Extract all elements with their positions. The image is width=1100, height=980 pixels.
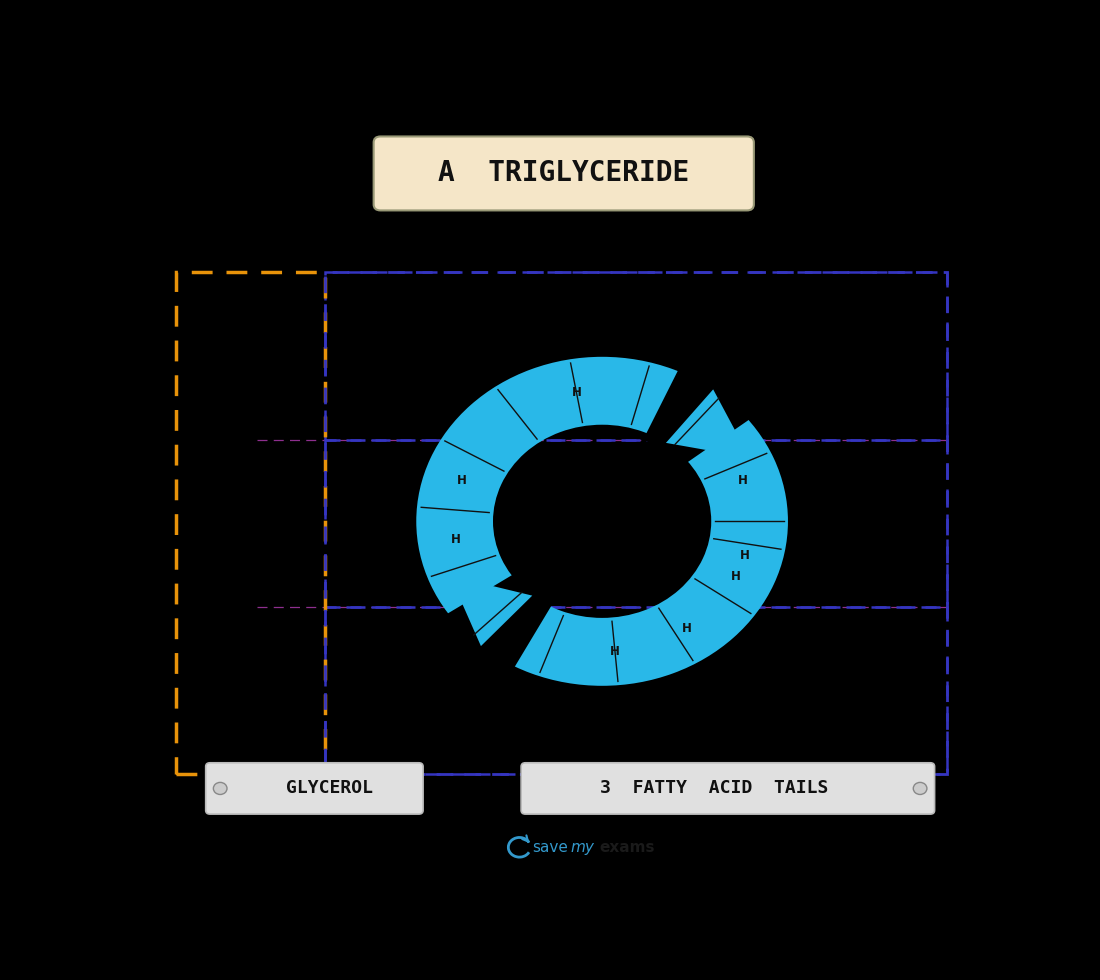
Text: H: H — [456, 474, 466, 487]
Text: my: my — [571, 840, 594, 855]
Wedge shape — [444, 571, 554, 670]
Bar — [176, 272, 326, 774]
Wedge shape — [644, 368, 752, 466]
Bar — [326, 272, 947, 774]
Wedge shape — [416, 357, 788, 686]
FancyBboxPatch shape — [206, 762, 424, 814]
Text: GLYCEROL: GLYCEROL — [286, 779, 373, 798]
Text: H: H — [739, 549, 749, 562]
Text: 3  FATTY  ACID  TAILS: 3 FATTY ACID TAILS — [601, 779, 828, 798]
Polygon shape — [666, 389, 750, 458]
Text: A  TRIGLYCERIDE: A TRIGLYCERIDE — [438, 159, 690, 186]
Bar — [326, 272, 947, 440]
Text: H: H — [572, 386, 582, 399]
Bar — [326, 440, 947, 607]
Text: exams: exams — [600, 840, 656, 855]
Circle shape — [213, 782, 227, 795]
Text: H: H — [682, 621, 692, 635]
Bar — [326, 607, 947, 774]
Circle shape — [913, 782, 927, 795]
Text: H: H — [451, 533, 461, 546]
Polygon shape — [450, 575, 532, 646]
Text: H: H — [610, 645, 620, 658]
FancyBboxPatch shape — [521, 762, 935, 814]
Text: H: H — [737, 474, 747, 487]
FancyBboxPatch shape — [374, 136, 754, 211]
Text: H: H — [730, 570, 740, 583]
Text: save: save — [532, 840, 568, 855]
